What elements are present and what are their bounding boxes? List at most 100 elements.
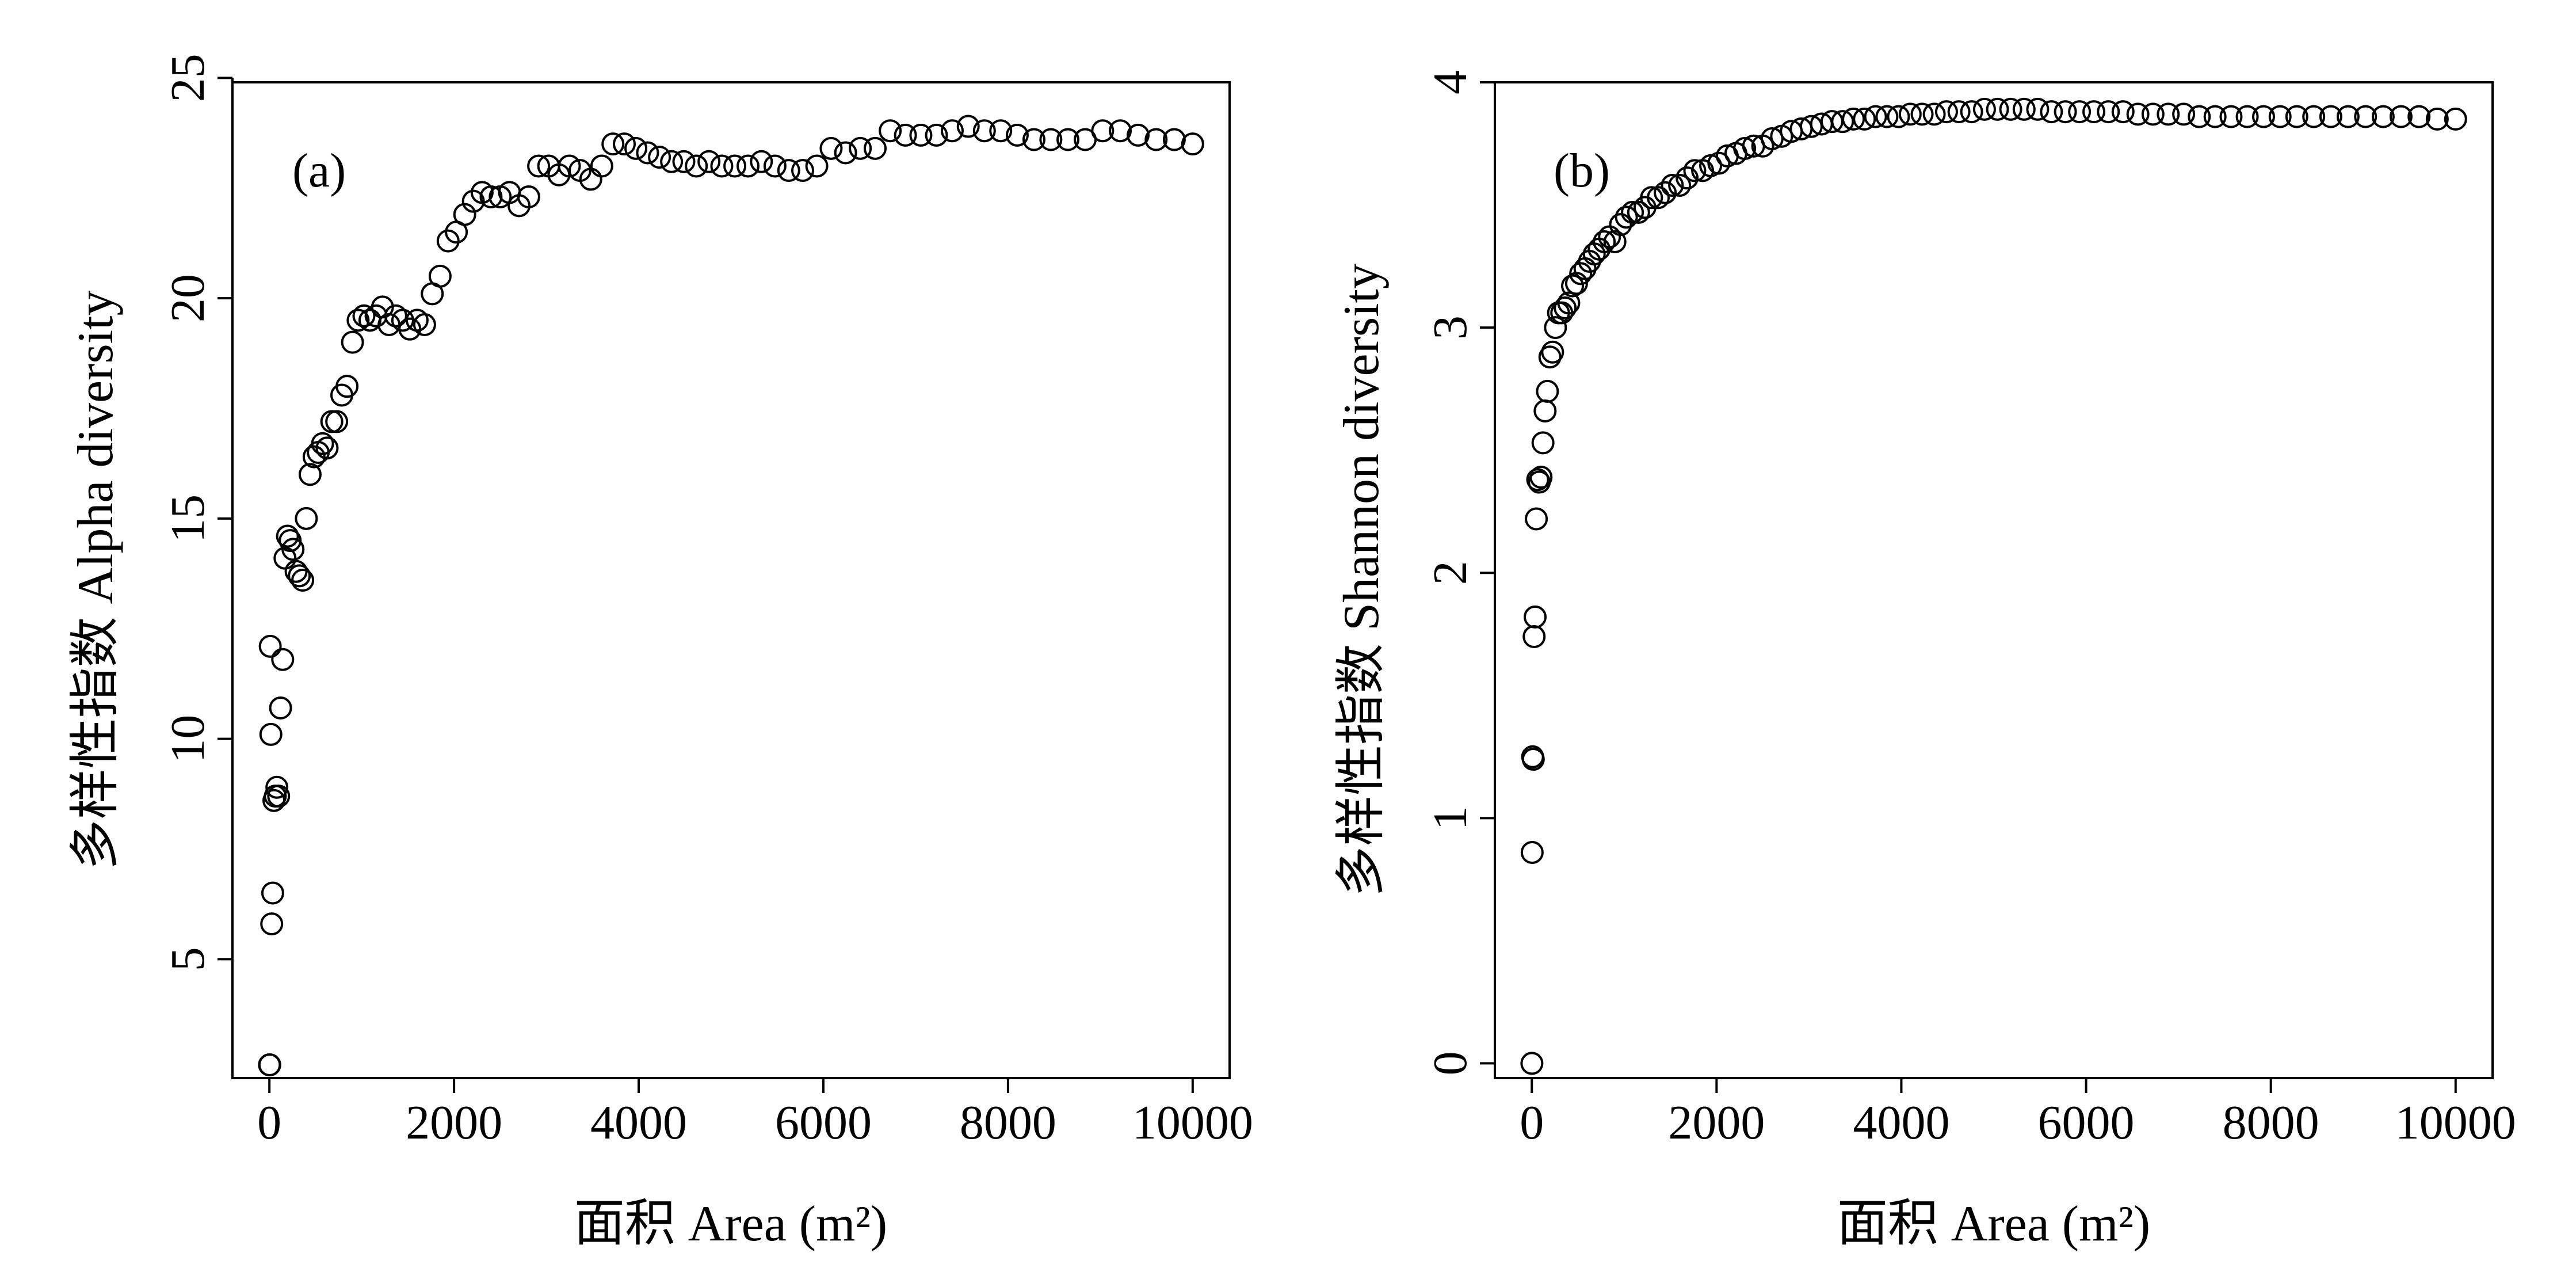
data-point xyxy=(1960,100,1983,124)
panel-alpha-diversity: 0 2000 4000 6000 8000 10000 5 10 15 20 25 (a) 面积 … xyxy=(68,54,1253,1252)
data-point xyxy=(1831,110,1854,134)
data-point xyxy=(777,159,800,182)
x-tick-label: 8000 xyxy=(2223,1096,2319,1149)
data-point xyxy=(723,154,747,178)
data-point xyxy=(1569,262,1593,285)
data-point xyxy=(2012,97,2036,121)
x-tick-label: 2000 xyxy=(1668,1096,1765,1149)
data-point xyxy=(1526,468,1550,492)
y-axis: 0 1 2 3 4 xyxy=(1424,70,1496,1075)
x-tick-label: 8000 xyxy=(960,1096,1056,1149)
data-point xyxy=(358,309,381,332)
data-point xyxy=(648,146,671,169)
data-point xyxy=(1022,128,1045,151)
data-point xyxy=(1887,105,1910,128)
data-point xyxy=(352,304,376,328)
data-point xyxy=(672,150,696,173)
data-point xyxy=(1707,151,1731,175)
panel-shannon-diversity: 0 2000 4000 6000 8000 10000 0 1 2 3 4 (b) 面积 Area… xyxy=(1334,70,2516,1252)
data-point xyxy=(1733,137,1757,161)
data-point xyxy=(288,564,311,588)
data-point xyxy=(1538,345,1562,369)
data-point xyxy=(2068,100,2092,124)
data-point xyxy=(271,648,295,671)
data-point xyxy=(311,432,334,455)
y-tick-label: 1 xyxy=(1424,806,1477,830)
y-axis: 5 10 15 20 25 xyxy=(161,54,234,971)
data-point xyxy=(1760,127,1784,151)
data-point xyxy=(1536,379,1559,403)
data-point xyxy=(1109,119,1132,143)
data-point xyxy=(1544,316,1567,340)
x-tick-label: 10000 xyxy=(1132,1096,1253,1149)
x-tick-label: 6000 xyxy=(775,1096,872,1149)
x-tick-label: 0 xyxy=(1520,1096,1544,1149)
data-point xyxy=(613,132,636,156)
data-point xyxy=(1627,200,1650,224)
data-points xyxy=(1520,97,2467,1075)
data-point xyxy=(1910,102,1934,126)
data-point xyxy=(1533,399,1557,422)
data-point xyxy=(1144,128,1168,151)
data-point xyxy=(1621,200,1644,224)
data-point xyxy=(1162,128,1186,151)
data-point xyxy=(2026,97,2050,121)
data-point xyxy=(1531,431,1555,455)
panel-label: (b) xyxy=(1554,144,1610,197)
data-point xyxy=(291,569,315,592)
data-point xyxy=(2235,105,2259,128)
x-axis: 0 2000 4000 6000 8000 10000 xyxy=(1520,1077,2516,1149)
data-point xyxy=(909,123,933,147)
data-point xyxy=(834,141,857,165)
data-point xyxy=(849,136,872,160)
data-point xyxy=(335,375,359,398)
data-point xyxy=(1647,186,1670,210)
x-tick-label: 2000 xyxy=(406,1096,502,1149)
data-point xyxy=(479,185,503,209)
data-point xyxy=(894,123,917,147)
data-point xyxy=(2082,100,2106,124)
data-point xyxy=(1524,605,1547,629)
x-axis-label: 面积 Area (m²) xyxy=(1837,1196,2150,1252)
y-tick-label: 5 xyxy=(161,947,215,971)
data-point xyxy=(1922,102,1946,126)
y-axis-label: 多样性指数 Shannon diversity xyxy=(1334,264,1390,897)
x-axis-label: 面积 Area (m²) xyxy=(574,1196,887,1252)
data-point xyxy=(527,154,551,178)
data-point xyxy=(697,150,721,173)
data-point xyxy=(1668,173,1692,197)
data-point xyxy=(384,304,407,328)
data-points xyxy=(258,115,1204,1077)
data-point xyxy=(2268,105,2292,128)
data-point xyxy=(2126,102,2150,126)
y-tick-label: 2 xyxy=(1424,561,1477,585)
data-point xyxy=(710,154,734,178)
data-point xyxy=(2219,105,2243,128)
data-point xyxy=(295,507,318,530)
plot-frame xyxy=(231,81,1231,1079)
data-point xyxy=(879,119,902,143)
data-point xyxy=(2111,100,2135,124)
data-point xyxy=(302,445,326,469)
data-point xyxy=(2054,100,2077,124)
data-point xyxy=(2389,105,2413,128)
data-point xyxy=(1520,1052,1544,1075)
data-point xyxy=(2371,105,2395,128)
data-point xyxy=(276,524,299,548)
data-point xyxy=(1947,100,1971,124)
data-point xyxy=(1934,100,1958,124)
data-point xyxy=(791,159,815,182)
data-point xyxy=(298,463,322,486)
data-point xyxy=(1609,213,1632,237)
data-point xyxy=(1875,105,1899,128)
data-point xyxy=(685,154,708,178)
data-point xyxy=(2302,105,2326,128)
data-point xyxy=(2157,102,2180,126)
data-point xyxy=(341,330,364,354)
data-point xyxy=(736,154,760,178)
data-point xyxy=(925,123,948,147)
data-point xyxy=(636,141,659,165)
data-point xyxy=(1654,181,1677,204)
data-point xyxy=(267,785,291,808)
